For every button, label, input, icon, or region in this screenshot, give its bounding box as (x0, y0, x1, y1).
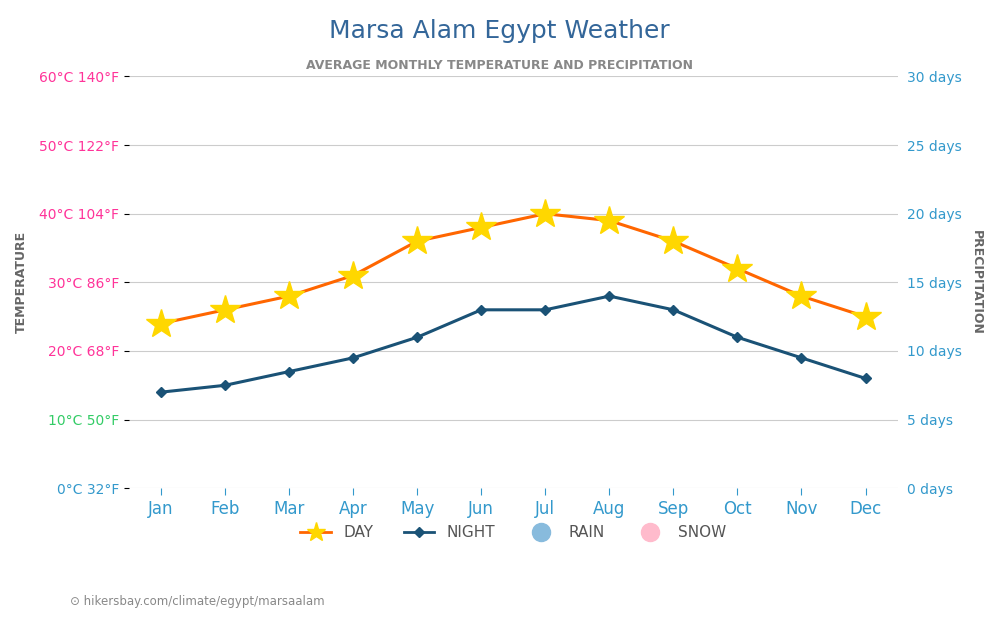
NIGHT (859, 374, 871, 382)
DAY (795, 292, 807, 300)
DAY (411, 238, 423, 245)
DAY (155, 320, 167, 327)
NIGHT (283, 368, 295, 375)
DAY (283, 292, 295, 300)
NIGHT (475, 306, 487, 313)
DAY (219, 306, 231, 313)
NIGHT (539, 306, 551, 313)
NIGHT (219, 381, 231, 389)
NIGHT (604, 292, 616, 300)
NIGHT (795, 354, 807, 361)
Line: NIGHT: NIGHT (158, 292, 869, 396)
NIGHT (732, 333, 744, 341)
NIGHT (347, 354, 359, 361)
Text: Marsa Alam Egypt Weather: Marsa Alam Egypt Weather (328, 19, 670, 43)
NIGHT (668, 306, 680, 313)
Y-axis label: PRECIPITATION: PRECIPITATION (970, 230, 983, 335)
Line: DAY: DAY (146, 198, 881, 339)
Y-axis label: TEMPERATURE: TEMPERATURE (15, 231, 28, 333)
DAY (604, 217, 616, 225)
Text: AVERAGE MONTHLY TEMPERATURE AND PRECIPITATION: AVERAGE MONTHLY TEMPERATURE AND PRECIPIT… (305, 59, 693, 72)
DAY (475, 224, 487, 231)
DAY (539, 210, 551, 218)
DAY (732, 265, 744, 272)
Legend: DAY, NIGHT, RAIN, SNOW: DAY, NIGHT, RAIN, SNOW (294, 519, 733, 547)
DAY (668, 238, 680, 245)
Text: ⊙ hikersbay.com/climate/egypt/marsaalam: ⊙ hikersbay.com/climate/egypt/marsaalam (70, 595, 324, 608)
DAY (347, 272, 359, 279)
DAY (859, 313, 871, 320)
NIGHT (155, 388, 167, 396)
NIGHT (411, 333, 423, 341)
